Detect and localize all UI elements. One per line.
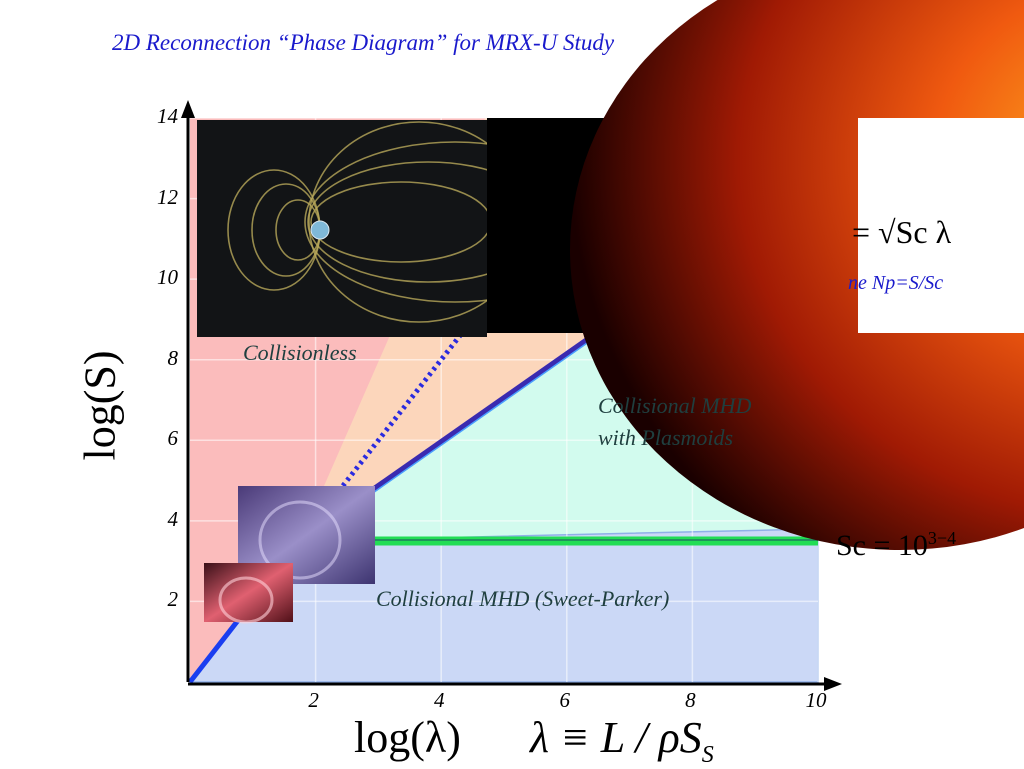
lambda-definition-subscript: S: [701, 741, 714, 768]
sun-crop-mask: [858, 118, 1024, 333]
solar-surface-photo: [487, 0, 1024, 550]
earth-magnetosphere-photo: [197, 120, 606, 337]
lab-plasma-photo-2: [204, 563, 293, 624]
y-tick-label: 8: [167, 345, 179, 370]
y-axis-label-text: log(S): [75, 350, 125, 461]
photos-layer: [197, 0, 1024, 624]
sqrt-sc-lambda-equation: = √Sc λ: [852, 214, 952, 250]
y-tick-label: 14: [157, 104, 178, 128]
region-label-collisionless: Collisionless: [243, 340, 357, 365]
y-tick-label: 12: [157, 184, 178, 209]
sc-base: Sc = 10: [836, 529, 928, 562]
x-tick-label: 4: [433, 688, 445, 712]
y-tick-label: 6: [167, 426, 179, 451]
plasmoid-number-equation: ne Np=S/Sc: [848, 272, 944, 294]
x-tick-label: 8: [685, 688, 696, 712]
region-label-plasmoids-line1: Collisional MHD: [598, 393, 752, 418]
axes-layer: [181, 100, 842, 691]
chart-title: 2D Reconnection “Phase Diagram” for MRX-…: [112, 30, 615, 55]
sc-exponent: 3−4: [927, 528, 957, 548]
y-tick-label: 4: [167, 506, 179, 531]
lab-plasma-2-glow: [218, 576, 274, 624]
lab-plasma-1-glow: [258, 500, 342, 580]
region-label-sweet-parker: Collisional MHD (Sweet-Parker): [376, 586, 670, 611]
y-axis-arrow: [181, 100, 195, 118]
lambda-definition-text: λ ≡ L / ρS: [530, 713, 702, 762]
earth-icon: [310, 220, 330, 240]
lambda-definition: λ ≡ L / ρSS: [530, 712, 714, 769]
y-axis-label: log(S): [75, 326, 126, 486]
x-tick-label: 6: [559, 688, 571, 712]
region-label-plasmoids-line2: with Plasmoids: [598, 425, 734, 450]
magnetosphere-background: [197, 120, 487, 337]
x-axis-label: log(λ): [354, 713, 461, 762]
boundary-lambda-squared-dotted: [297, 317, 475, 543]
critical-lundquist-equation: Sc = 103−4: [836, 528, 956, 563]
x-axis-arrow: [824, 677, 842, 691]
lab-plasma-2-image: [204, 563, 293, 622]
y-tick-label: 10: [157, 265, 178, 290]
x-tick-label: 10: [805, 688, 827, 712]
y-tick-label: 2: [167, 587, 179, 612]
x-tick-label: 2: [308, 688, 319, 712]
